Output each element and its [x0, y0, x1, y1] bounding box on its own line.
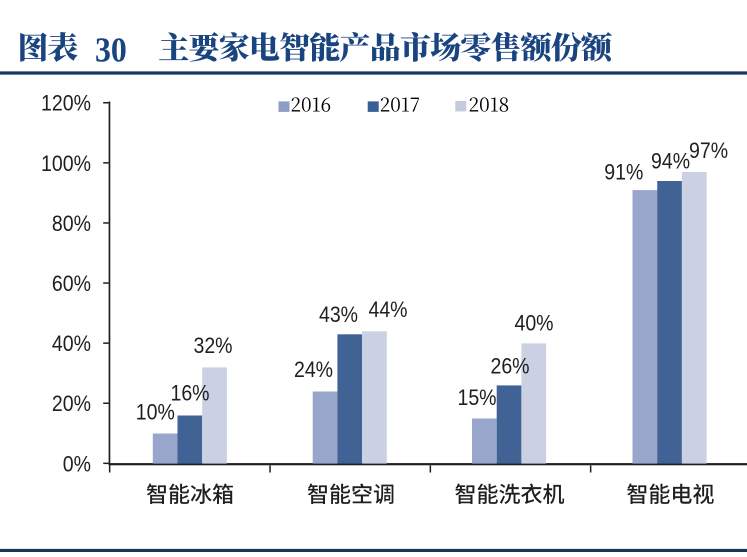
svg-text:91%: 91% — [604, 161, 643, 185]
svg-text:30: 30 — [95, 31, 127, 70]
svg-text:26%: 26% — [490, 355, 529, 379]
svg-text:80%: 80% — [52, 212, 91, 236]
svg-text:10%: 10% — [136, 400, 175, 424]
svg-text:44%: 44% — [368, 298, 407, 322]
svg-text:97%: 97% — [689, 139, 728, 163]
svg-text:24%: 24% — [294, 358, 333, 382]
svg-text:60%: 60% — [52, 272, 91, 296]
svg-text:16%: 16% — [170, 381, 209, 405]
svg-text:40%: 40% — [52, 332, 91, 356]
svg-text:40%: 40% — [514, 312, 553, 336]
svg-text:94%: 94% — [651, 150, 690, 174]
svg-text:100%: 100% — [41, 152, 91, 176]
svg-text:32%: 32% — [193, 334, 232, 358]
svg-text:43%: 43% — [319, 303, 358, 327]
svg-text:15%: 15% — [457, 386, 496, 410]
svg-text:0%: 0% — [63, 452, 91, 476]
svg-text:120%: 120% — [41, 92, 91, 116]
svg-text:20%: 20% — [52, 392, 91, 416]
